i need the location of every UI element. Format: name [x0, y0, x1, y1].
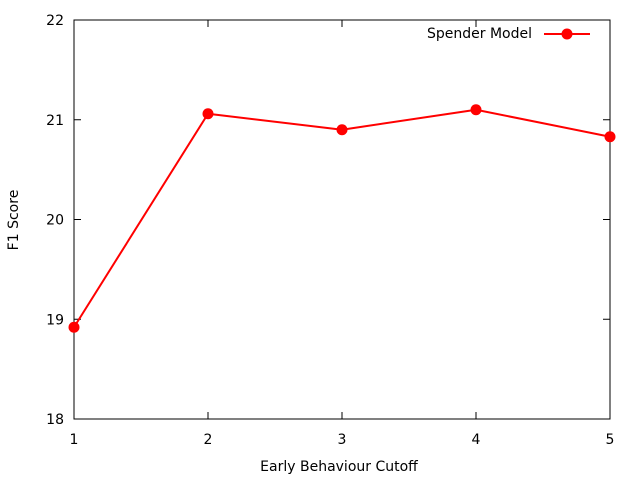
data-point: [336, 124, 348, 136]
x-tick-label: 3: [338, 432, 347, 448]
x-tick-label: 2: [204, 432, 213, 448]
y-tick-label: 20: [46, 213, 64, 229]
series-line-0: [73, 108, 611, 328]
data-point: [604, 131, 616, 143]
legend-marker: [561, 28, 573, 40]
y-axis-label: F1 Score: [6, 190, 22, 251]
plot-frame: [73, 19, 611, 420]
x-tick-label: 1: [70, 432, 79, 448]
y-tick-label: 18: [46, 412, 64, 428]
x-axis-label: Early Behaviour Cutoff: [260, 459, 418, 475]
data-point: [470, 104, 482, 116]
series-layer: [68, 104, 616, 333]
legend-label: Spender Model: [427, 26, 532, 42]
y-axis-ticks: 18 19 20 21 22: [46, 13, 610, 428]
data-point: [68, 321, 80, 333]
data-point: [202, 108, 214, 120]
y-tick-label: 21: [46, 113, 64, 129]
y-tick-label: 19: [46, 312, 64, 328]
x-axis-ticks: 1 2 3 4 5: [70, 20, 615, 448]
x-tick-label: 5: [606, 432, 615, 448]
y-tick-label: 22: [46, 13, 64, 29]
x-tick-label: 4: [472, 432, 481, 448]
legend: Spender Model: [427, 26, 590, 42]
